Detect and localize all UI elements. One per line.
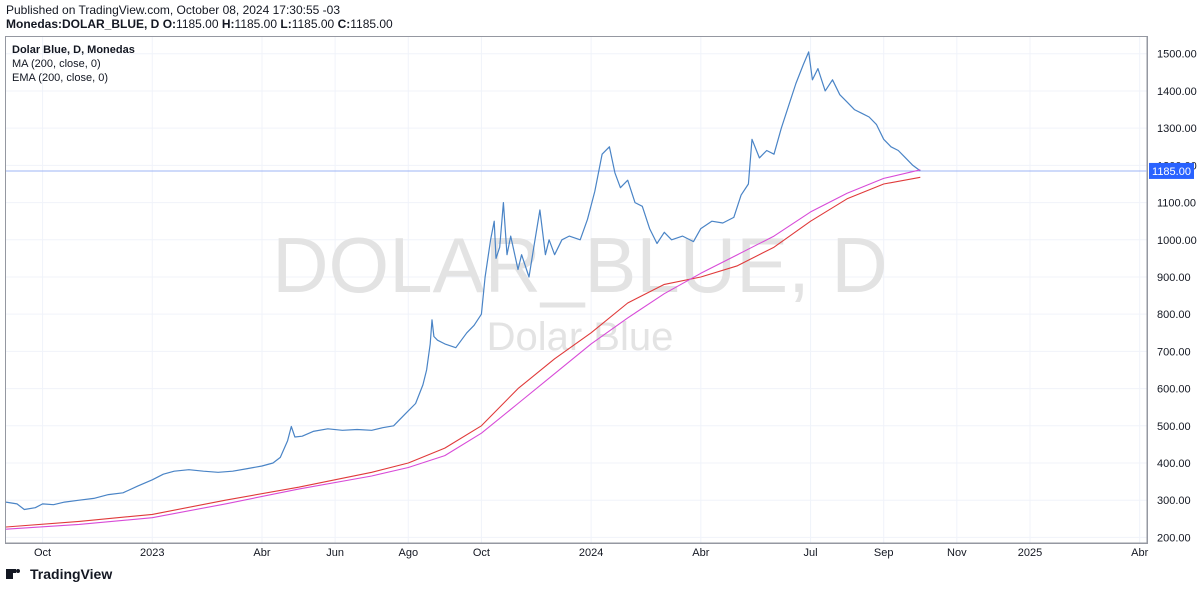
last-price-label: 1185.00	[1152, 166, 1191, 178]
y-tick-label: 400.00	[1157, 458, 1191, 470]
close-value: 1185.00	[350, 17, 393, 31]
y-tick-label: 900.00	[1157, 272, 1191, 284]
x-tick-label: Sep	[874, 547, 894, 559]
chart-legend: Dolar Blue, D, Monedas MA (200, close, 0…	[12, 43, 135, 85]
symbol-label: Monedas:DOLAR_BLUE, D	[6, 17, 160, 31]
x-tick-label: 2024	[579, 547, 603, 559]
open-value: 1185.00	[176, 17, 219, 31]
y-tick-label: 1500.00	[1157, 49, 1197, 61]
high-label: H:	[221, 17, 235, 31]
x-tick-label: Abr	[692, 547, 709, 559]
y-tick-label: 1400.00	[1157, 86, 1197, 98]
y-tick-label: 1300.00	[1157, 123, 1197, 135]
x-tick-label: Abr	[253, 547, 270, 559]
ema-series-line	[5, 169, 921, 530]
ma-series-line	[5, 176, 921, 528]
legend-symbol: Dolar Blue, D, Monedas	[12, 44, 135, 56]
y-tick-label: 200.00	[1157, 532, 1191, 544]
y-tick-label: 1000.00	[1157, 235, 1197, 247]
watermark-symbol: DOLAR_BLUE, D	[272, 221, 888, 309]
low-value: 1185.00	[291, 17, 335, 31]
x-tick-label: 2023	[140, 547, 164, 559]
x-tick-label: Abr	[1131, 547, 1148, 559]
last-price-badge	[1149, 162, 1194, 179]
open-label: O:	[162, 17, 177, 31]
x-tick-label: 2025	[1018, 547, 1042, 559]
x-tick-label: Oct	[34, 547, 51, 559]
y-tick-label: 700.00	[1157, 346, 1191, 358]
low-label: L:	[280, 17, 292, 31]
price-series-line	[5, 51, 921, 511]
close-label: C:	[337, 17, 351, 31]
legend-ema: EMA (200, close, 0)	[12, 72, 108, 84]
x-tick-label: Oct	[473, 547, 490, 559]
y-tick-label: 600.00	[1157, 384, 1191, 396]
tradingview-logo-icon	[6, 567, 26, 581]
x-tick-label: Nov	[947, 547, 967, 559]
y-tick-label: 300.00	[1157, 495, 1191, 507]
y-tick-label: 500.00	[1157, 421, 1191, 433]
x-tick-label: Jul	[804, 547, 818, 559]
tradingview-brand: TradingView	[30, 566, 113, 582]
y-tick-label: 800.00	[1157, 309, 1191, 321]
y-tick-label: 1100.00	[1157, 198, 1196, 210]
high-value: 1185.00	[234, 17, 278, 31]
legend-ma: MA (200, close, 0)	[12, 58, 101, 70]
published-line: Published on TradingView.com, October 08…	[6, 3, 341, 17]
x-tick-label: Jun	[326, 547, 344, 559]
x-tick-label: Ago	[398, 547, 418, 559]
tradingview-footer: TradingView	[6, 566, 112, 582]
symbol-ohlc-line: Monedas:DOLAR_BLUE, D O:1185.00 H:1185.0…	[6, 17, 393, 31]
watermark-name: Dolar Blue	[487, 315, 674, 359]
